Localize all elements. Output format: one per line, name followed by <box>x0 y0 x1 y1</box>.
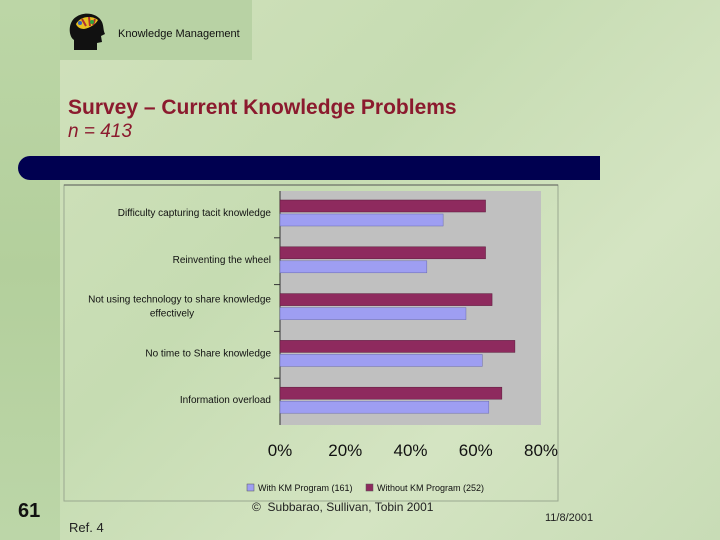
bar-without-km <box>279 293 493 306</box>
x-tick-label: 80% <box>524 441 558 460</box>
category-label: effectively <box>150 309 194 320</box>
legend-swatch-with <box>246 483 255 492</box>
bar-with-km <box>279 400 490 414</box>
title-divider-bar <box>18 156 600 180</box>
category-label: Difficulty capturing tacit knowledge <box>118 208 272 219</box>
bar-without-km <box>279 386 503 400</box>
category-label: No time to Share knowledge <box>145 348 271 359</box>
bar-with-km <box>279 354 483 367</box>
bar-without-km <box>279 340 516 353</box>
copyright-text: Subbarao, Sullivan, Tobin 2001 <box>267 500 434 514</box>
left-band <box>0 0 60 540</box>
slide-date: 11/8/2001 <box>545 512 594 524</box>
slide-title: Survey – Current Knowledge Problems <box>68 96 457 119</box>
head-profile-logo-icon <box>69 13 105 50</box>
x-tick-label: 20% <box>328 441 362 460</box>
copyright-symbol: © <box>252 500 261 514</box>
bar-with-km <box>279 307 467 320</box>
x-tick-label: 40% <box>393 441 427 460</box>
category-label: Information overload <box>180 395 271 406</box>
legend-label-without: Without KM Program (252) <box>377 483 484 493</box>
legend-swatch-without <box>365 483 374 492</box>
category-label: Not using technology to share knowledge <box>88 295 271 306</box>
bar-with-km <box>279 213 444 227</box>
legend-label-with: With KM Program (161) <box>258 483 353 493</box>
bar-without-km <box>279 199 486 213</box>
header-title: Knowledge Management <box>118 28 240 40</box>
copyright-line: © Subbarao, Sullivan, Tobin 2001 <box>252 500 433 514</box>
slide-subtitle: n = 413 <box>68 121 132 142</box>
bar-with-km <box>279 260 428 274</box>
slide-number: 61 <box>18 500 41 522</box>
category-label: Reinventing the wheel <box>173 255 271 266</box>
bar-without-km <box>279 246 486 260</box>
x-tick-label: 60% <box>459 441 493 460</box>
x-tick-label: 0% <box>268 441 293 460</box>
reference-label: Ref. 4 <box>69 520 104 535</box>
